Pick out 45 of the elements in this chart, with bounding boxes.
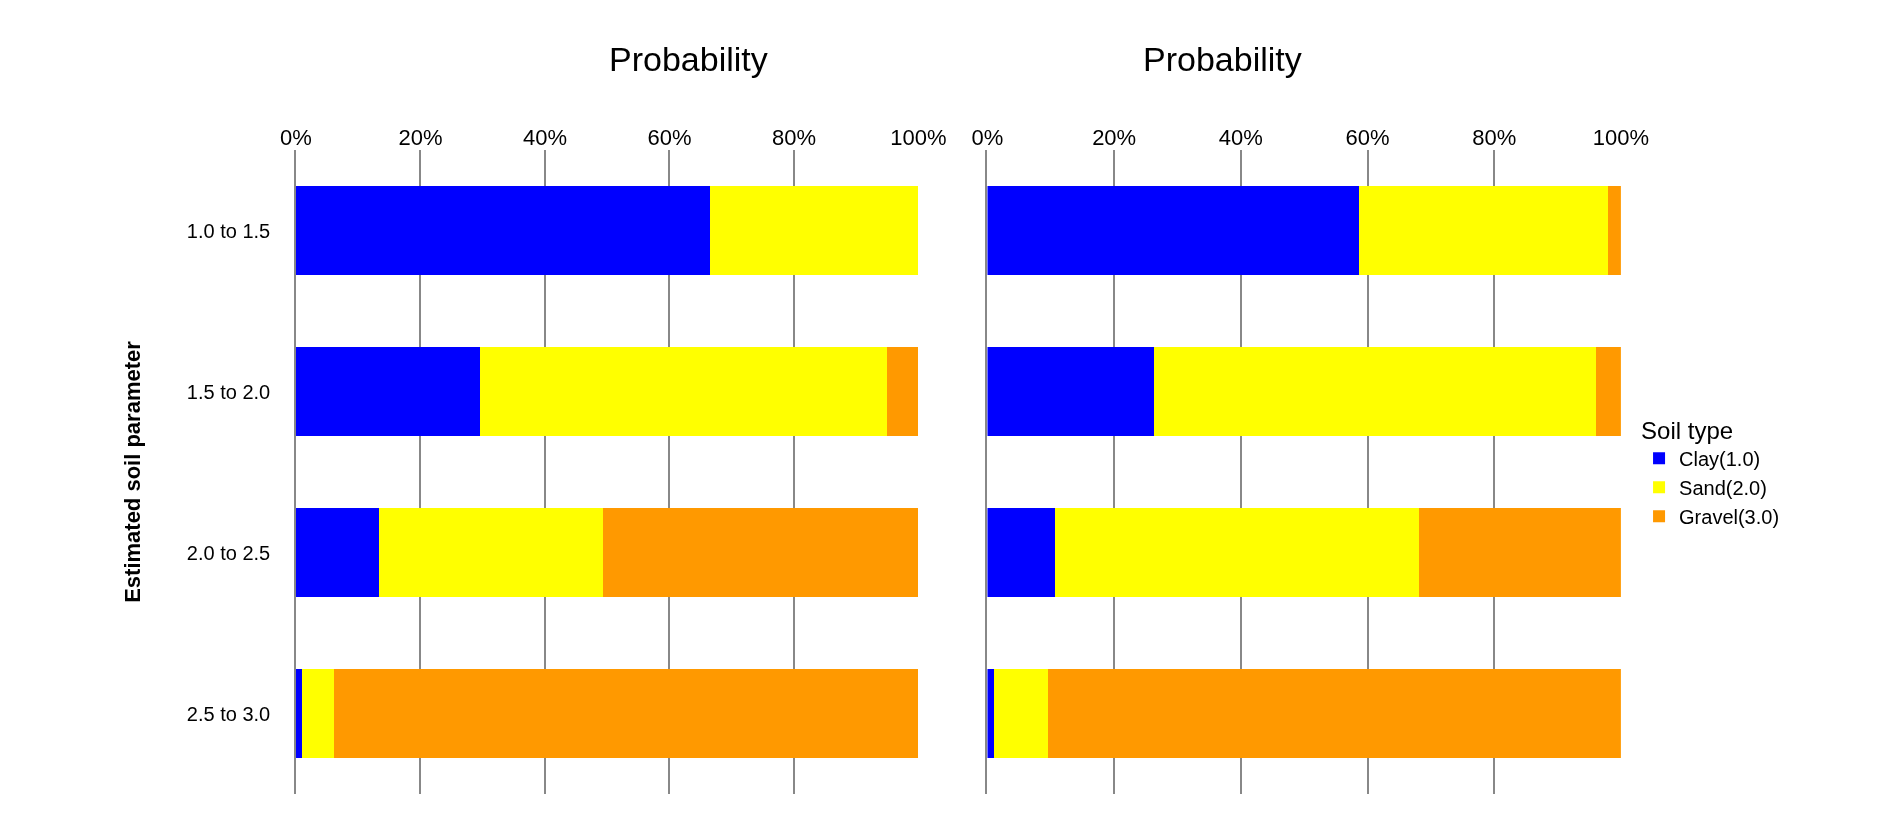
bar: [987, 508, 1055, 597]
bar: [987, 186, 1359, 275]
y-tick-label: 2.0 to 2.5: [186, 541, 271, 564]
x-tick-label: 60%: [647, 124, 692, 150]
bar: [295, 347, 481, 436]
bar: [333, 669, 919, 758]
bar: [295, 669, 302, 758]
legend-title: Soil type: [1641, 416, 1734, 444]
x-tick-label: 80%: [771, 124, 817, 150]
y-tick-label: 1.5 to 2.0: [186, 380, 271, 403]
y-tick-label: 1.0 to 1.5: [186, 219, 271, 242]
x-tick-label: 0%: [971, 124, 1004, 150]
y-tick-label: 2.5 to 3.0: [186, 702, 271, 725]
bar: [379, 508, 603, 597]
bar: [1358, 186, 1609, 275]
bar: [1054, 508, 1420, 597]
bar: [709, 186, 919, 275]
bar: [295, 508, 380, 597]
x-tick-label: 20%: [1092, 124, 1137, 150]
legend-label: Gravel(3.0): [1679, 506, 1780, 528]
bar: [602, 508, 919, 597]
bar: [1608, 186, 1621, 275]
bar: [987, 347, 1155, 436]
bar: [295, 186, 710, 275]
x-tick-label: 60%: [1345, 124, 1390, 150]
x-tick-label: 20%: [398, 124, 443, 150]
bar: [1419, 508, 1621, 597]
x-tick-label: 100%: [1592, 124, 1650, 150]
chart-title: Probability: [1143, 40, 1302, 78]
legend-label: Sand(2.0): [1679, 477, 1767, 499]
bar: [994, 669, 1048, 758]
x-tick-label: 0%: [280, 124, 312, 150]
bar: [1047, 669, 1621, 758]
legend-label: Clay(1.0): [1679, 448, 1761, 470]
x-tick-label: 40%: [1218, 124, 1263, 150]
x-tick-label: 40%: [522, 124, 567, 150]
bar: [887, 347, 919, 436]
bar: [480, 347, 888, 436]
x-tick-label: 80%: [1472, 124, 1517, 150]
chart-title: Probability: [609, 40, 768, 78]
x-tick-label: 100%: [890, 124, 947, 150]
bar: [1154, 347, 1596, 436]
bar: [1595, 347, 1621, 436]
y-axis-title: Estimated soil parameter: [120, 340, 146, 603]
bar: [301, 669, 334, 758]
